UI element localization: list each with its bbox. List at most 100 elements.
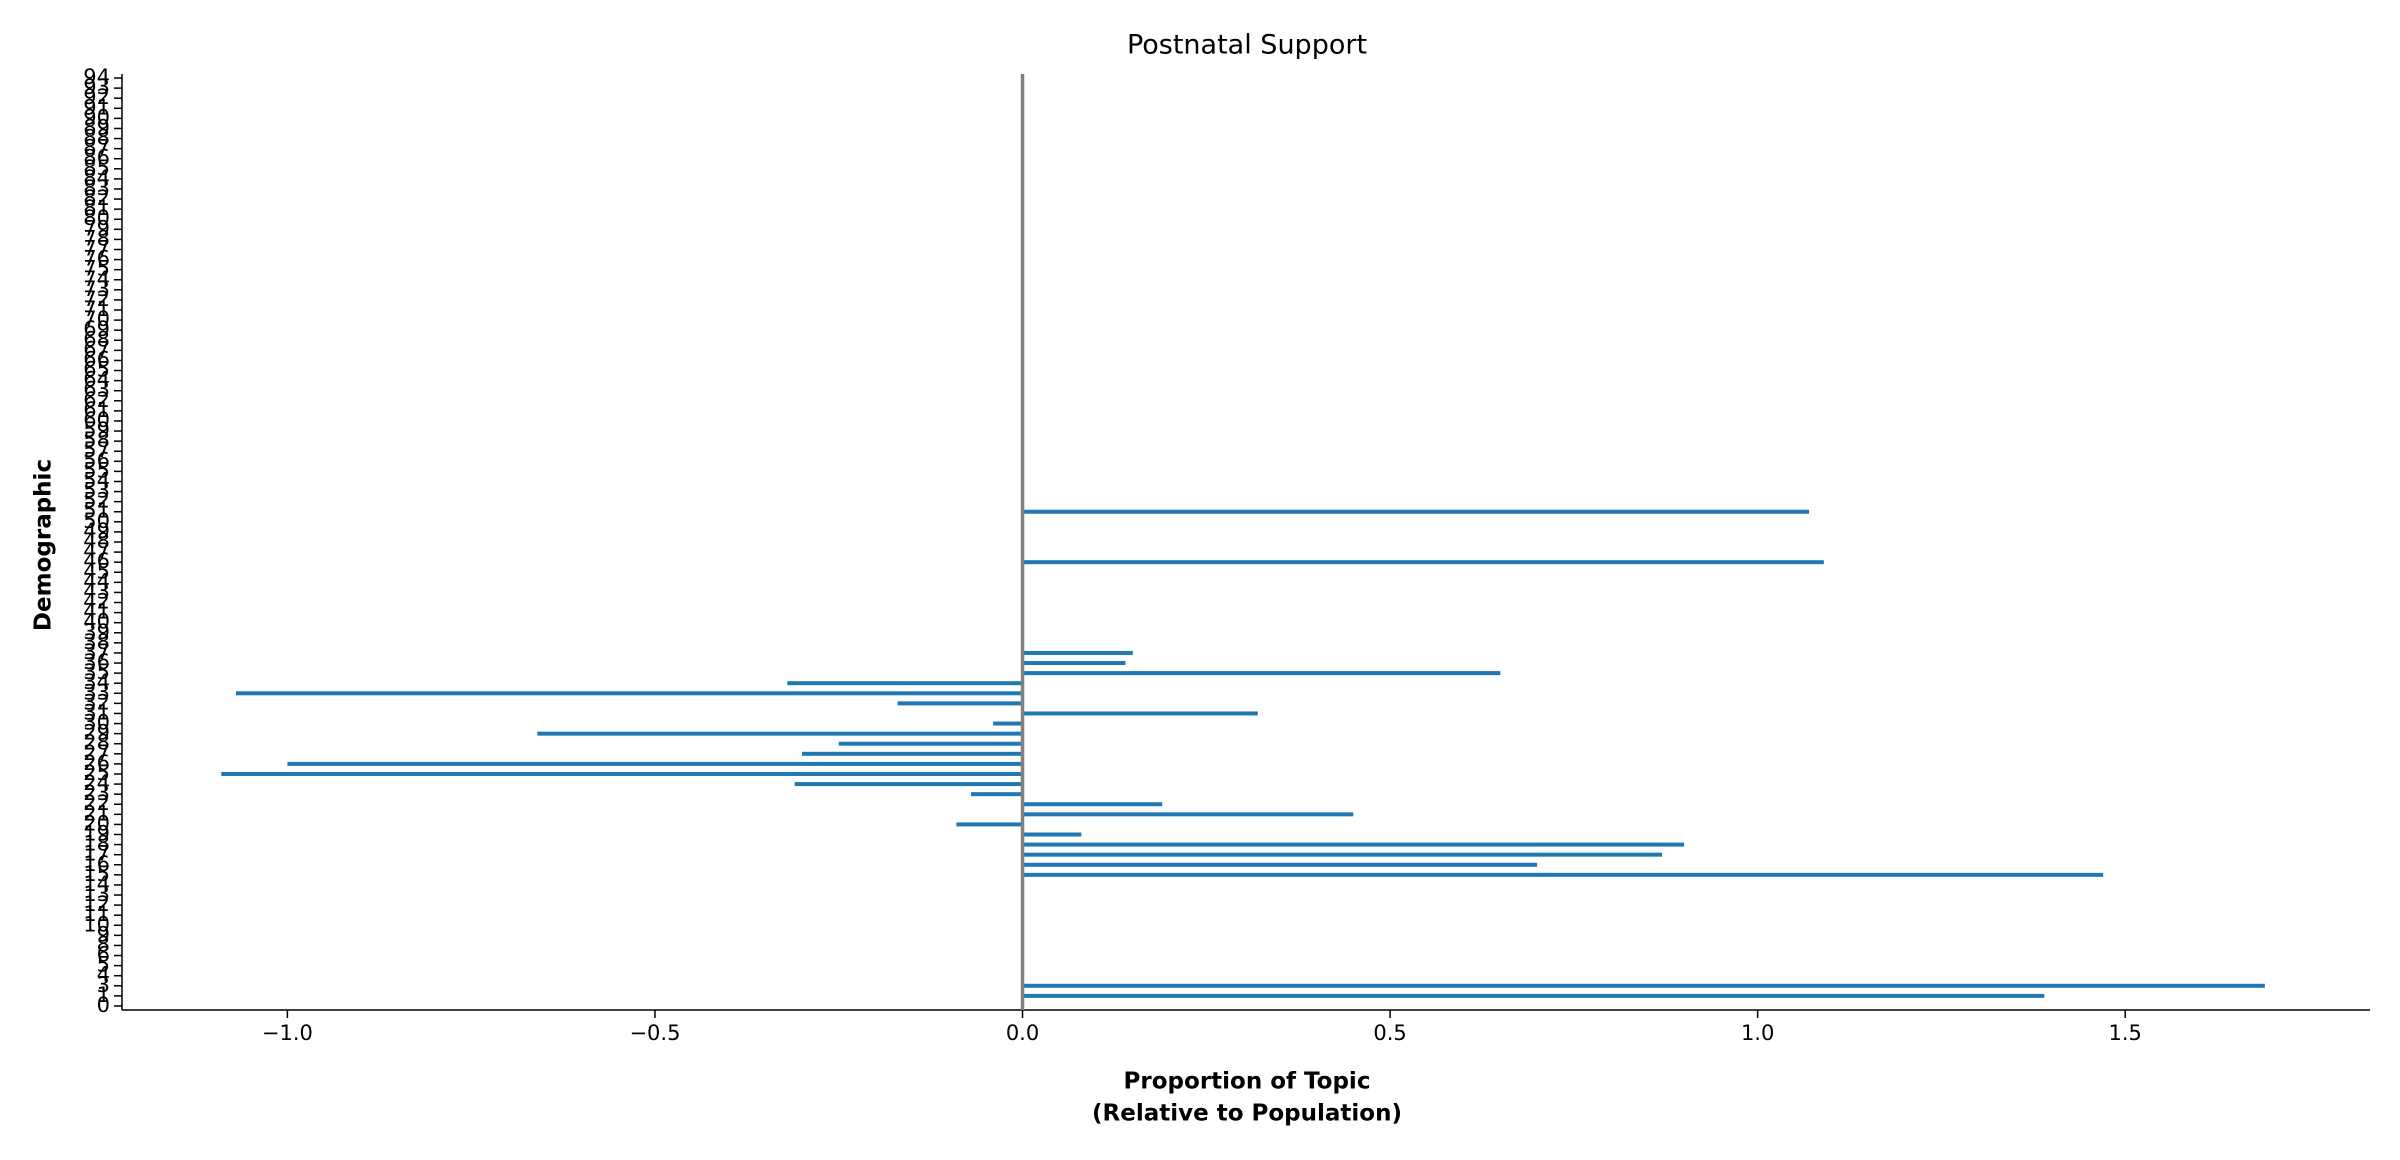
y-tick-label: 85 [83, 156, 110, 180]
y-tick-label: 67 [83, 337, 110, 361]
y-tick-label: 36 [83, 650, 110, 674]
y-tick-label: 41 [83, 600, 110, 624]
y-tick-label: 76 [83, 247, 110, 271]
y-tick-label: 94 [83, 65, 110, 89]
bar [1022, 671, 1501, 676]
y-tick-label: 14 [83, 872, 110, 896]
y-tick-label: 68 [83, 327, 110, 351]
x-tick-label: 0.5 [1373, 1021, 1406, 1045]
y-tick-label: 92 [83, 85, 110, 109]
y-tick-label: 18 [83, 832, 110, 856]
bar [1022, 852, 1663, 857]
bar [956, 822, 1023, 827]
y-tick-label: 62 [83, 388, 110, 412]
y-tick-label: 77 [83, 237, 110, 261]
bar [1022, 842, 1685, 847]
bar [971, 792, 1023, 797]
y-tick-label: 27 [83, 741, 110, 765]
bar [838, 741, 1023, 746]
y-tick-label: 45 [83, 559, 110, 583]
y-tick-label: 91 [83, 95, 110, 119]
chart-title: Postnatal Support [1127, 30, 1367, 61]
y-tick-label: 1 [97, 983, 110, 1007]
y-tick-label: 40 [83, 610, 110, 634]
bar [1022, 509, 1810, 514]
y-tick-label: 10 [83, 912, 110, 936]
bar [235, 691, 1023, 696]
y-tick-label: 30 [83, 711, 110, 735]
y-tick-label: 65 [83, 358, 110, 382]
y-tick-label: 8 [97, 932, 110, 956]
y-tick-label: 71 [83, 297, 110, 321]
bar [537, 731, 1023, 736]
y-tick-label: 44 [83, 569, 110, 593]
y-tick-label: 81 [83, 196, 110, 220]
x-tick-label: 0.0 [1006, 1021, 1039, 1045]
y-tick-label: 60 [83, 408, 110, 432]
y-tick-label: 90 [83, 105, 110, 129]
y-tick-label: 89 [83, 115, 110, 139]
y-tick-label: 72 [83, 287, 110, 311]
y-tick-label: 50 [83, 509, 110, 533]
y-tick-label: 55 [83, 458, 110, 482]
y-tick-label: 48 [83, 529, 110, 553]
y-tick-label: 51 [83, 499, 110, 523]
y-tick-label: 82 [83, 186, 110, 210]
bar [221, 771, 1023, 776]
bar [1022, 832, 1082, 837]
x-axis-label: Proportion of Topic [1124, 1069, 1371, 1095]
y-tick-label: 35 [83, 660, 110, 684]
y-tick-label: 88 [83, 126, 110, 150]
y-tick-label: 56 [83, 448, 110, 472]
y-tick-label: 23 [83, 781, 110, 805]
y-tick-label: 24 [83, 771, 110, 795]
y-tick-label: 26 [83, 751, 110, 775]
y-tick-label: 93 [83, 75, 110, 99]
y-tick-label: 49 [83, 519, 110, 543]
y-tick-label: 59 [83, 418, 110, 442]
y-tick-label: 9 [97, 922, 110, 946]
y-tick-label: 70 [83, 307, 110, 331]
y-tick-label: 54 [83, 468, 110, 492]
y-tick-label: 83 [83, 176, 110, 200]
y-tick-label: 34 [83, 670, 110, 694]
y-tick-label: 12 [83, 892, 110, 916]
y-tick-label: 11 [83, 902, 110, 926]
y-tick-label: 19 [83, 822, 110, 846]
y-tick-label: 80 [83, 206, 110, 230]
y-tick-label: 66 [83, 347, 110, 371]
bar [1022, 983, 2265, 988]
y-tick-label: 64 [83, 368, 110, 392]
x-tick-label: −0.5 [629, 1021, 680, 1045]
x-axis-label: (Relative to Population) [1092, 1101, 1402, 1127]
y-tick-label: 53 [83, 479, 110, 503]
bar [801, 751, 1023, 756]
x-tick-label: −1.0 [262, 1021, 313, 1045]
y-tick-label: 78 [83, 226, 110, 250]
bar [1022, 650, 1133, 655]
y-tick-label: 43 [83, 579, 110, 603]
y-tick-label: 69 [83, 317, 110, 341]
y-tick-label: 75 [83, 257, 110, 281]
y-tick-label: 57 [83, 438, 110, 462]
y-tick-label: 22 [83, 791, 110, 815]
y-tick-label: 17 [83, 842, 110, 866]
y-tick-label: 33 [83, 680, 110, 704]
y-tick-label: 42 [83, 590, 110, 614]
y-tick-label: 38 [83, 630, 110, 654]
y-tick-label: 15 [83, 862, 110, 886]
bar [1022, 872, 2104, 877]
y-tick-label: 39 [83, 620, 110, 644]
y-tick-label: 3 [97, 973, 110, 997]
y-axis-label: Demographic [31, 459, 57, 631]
y-tick-label: 84 [83, 166, 110, 190]
bar [1022, 802, 1163, 807]
bar [993, 721, 1023, 726]
x-tick-label: 1.5 [2109, 1021, 2142, 1045]
bar [794, 782, 1023, 787]
y-tick-label: 21 [83, 801, 110, 825]
bar [1022, 560, 1824, 565]
y-tick-label: 74 [83, 267, 110, 291]
y-tick-label: 5 [97, 953, 110, 977]
